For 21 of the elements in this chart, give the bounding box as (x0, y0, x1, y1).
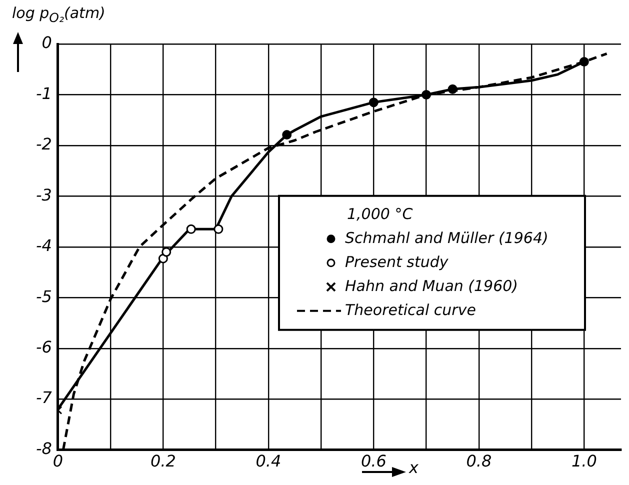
legend-label: Theoretical curve (345, 300, 476, 319)
y-tick-label: -5 (36, 286, 52, 306)
y-tick-label: -2 (36, 134, 52, 154)
y-tick-label: -8 (36, 438, 52, 458)
y-tick-label: -1 (36, 84, 52, 103)
legend-title: 1,000 °C (347, 204, 414, 223)
x-axis-title: x (409, 458, 418, 477)
y-tick-label: 0 (42, 33, 52, 52)
x-tick-label: 0.4 (256, 452, 282, 471)
y-tick-label: -7 (36, 388, 53, 408)
x-tick-label: 0.6 (360, 452, 386, 471)
legend-label: Schmahl and Müller (1964) (345, 228, 548, 247)
x-tick-label: 0.8 (466, 452, 492, 471)
x-tick-label: 1.0 (571, 452, 597, 471)
y-tick-label: -4 (36, 236, 52, 256)
y-tick-label: -3 (36, 185, 52, 204)
legend-label: Hahn and Muan (1960) (345, 276, 518, 295)
x-tick-label: 0.2 (150, 452, 176, 471)
legend-label: Present study (345, 252, 450, 271)
y-axis-title: log p$_{O₂}$(atm) (12, 4, 106, 25)
y-tick-label: -6 (36, 338, 52, 357)
